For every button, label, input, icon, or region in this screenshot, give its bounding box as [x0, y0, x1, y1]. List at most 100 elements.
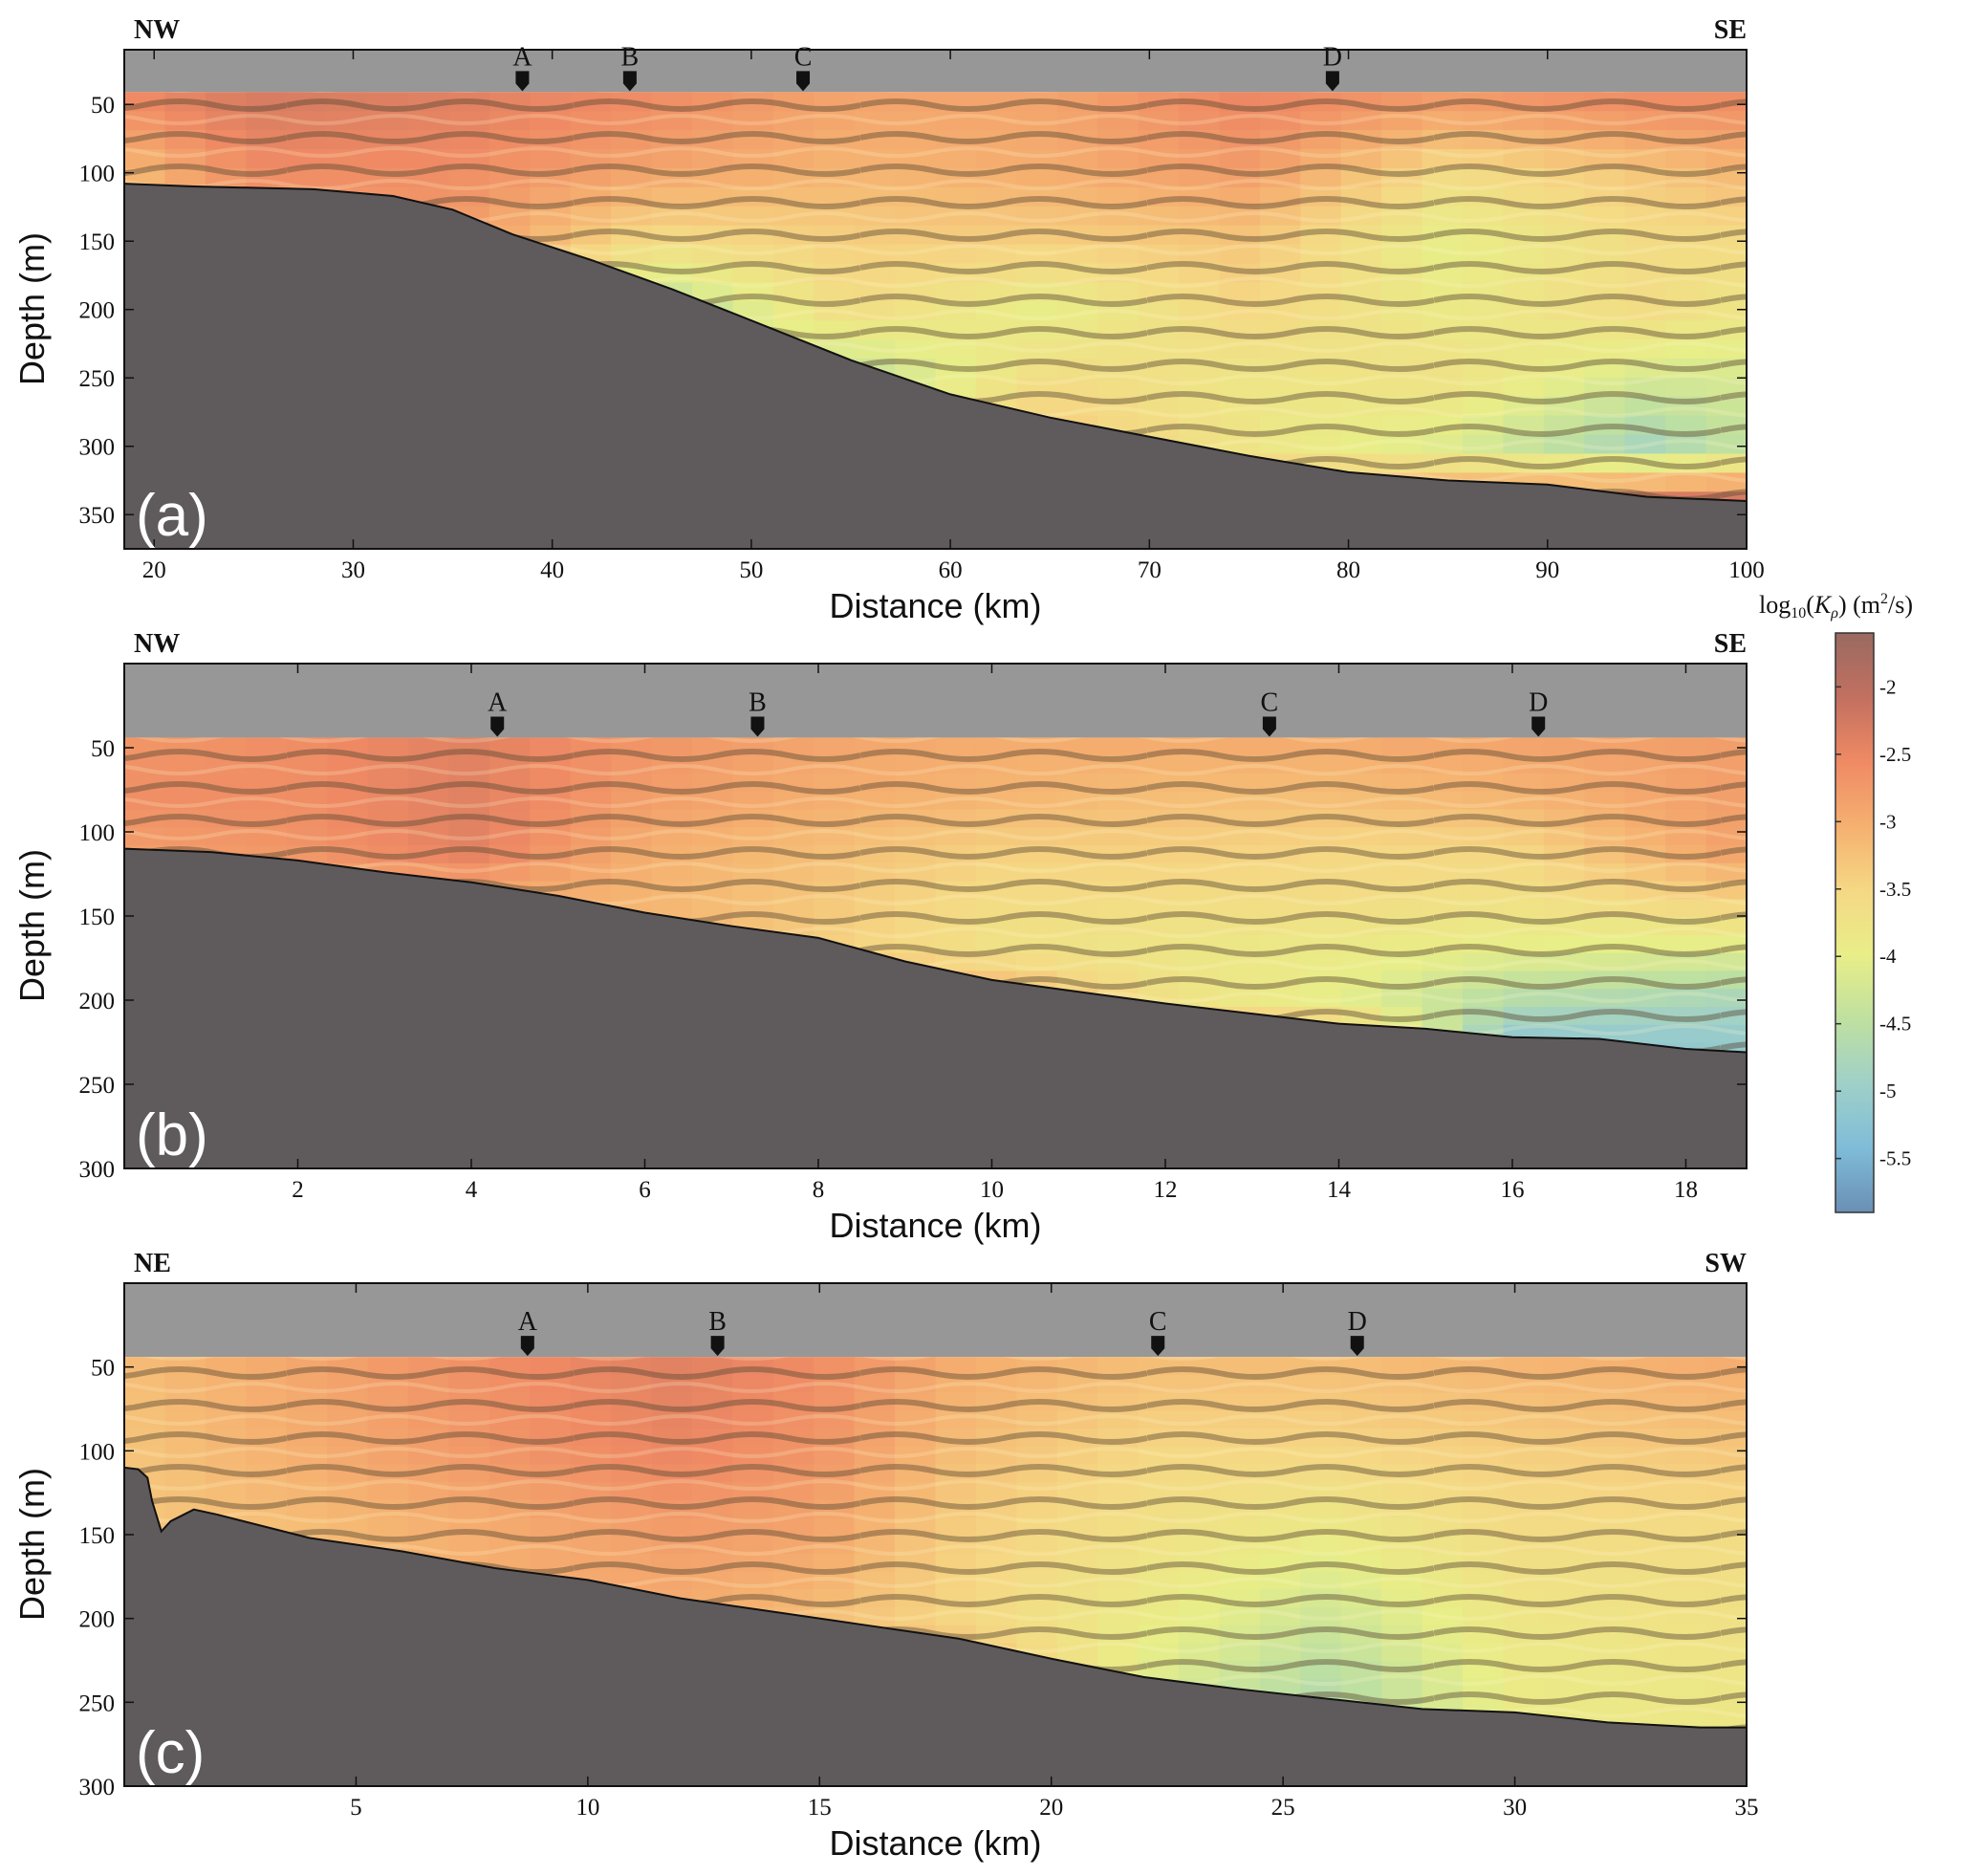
colorbar-tick-label: -4	[1879, 945, 1897, 968]
marker-label: A	[488, 687, 508, 717]
panel-label: (a)	[136, 483, 208, 549]
marker-a: A	[488, 687, 508, 737]
plot-frame	[123, 49, 1748, 550]
y-tick-label: 350	[79, 503, 116, 529]
marker-arrow-icon	[520, 1336, 534, 1357]
x-tick-label: 70	[1138, 557, 1162, 583]
marker-c: C	[1261, 687, 1279, 737]
marker-arrow-icon	[750, 716, 765, 737]
marker-label: C	[794, 42, 813, 72]
x-tick-label: 4	[466, 1177, 478, 1203]
panel-label: (b)	[136, 1102, 208, 1168]
seabed-line	[124, 847, 1747, 1054]
colorbar-title-var: K	[1813, 591, 1833, 619]
x-tick-label: 2	[292, 1177, 304, 1203]
x-tick-label: 30	[341, 557, 365, 583]
x-tick-label: 18	[1674, 1177, 1698, 1203]
marker-label: B	[708, 1307, 727, 1337]
colorbar-tick-label: -3.5	[1879, 878, 1911, 901]
colorbar-tick-label: -5.5	[1879, 1147, 1911, 1170]
right-direction-label: SE	[1714, 15, 1747, 45]
x-tick-label: 14	[1327, 1177, 1352, 1203]
marker-d: D	[1529, 687, 1548, 737]
panel-label: (c)	[136, 1720, 205, 1786]
x-tick-label: 50	[739, 557, 763, 583]
y-tick-label: 250	[79, 1691, 116, 1716]
marker-label: D	[1529, 687, 1548, 717]
marker-c: C	[1149, 1307, 1167, 1357]
y-axis-title: Depth (m)	[12, 1468, 52, 1621]
marker-d: D	[1348, 1307, 1367, 1357]
marker-label: C	[1149, 1307, 1167, 1337]
seabed	[124, 848, 1747, 1168]
marker-arrow-icon	[1350, 1336, 1364, 1357]
left-direction-label: NW	[134, 629, 180, 659]
y-axis-title: Depth (m)	[12, 232, 52, 385]
y-tick-label: 50	[91, 736, 115, 762]
right-direction-label: SW	[1705, 1249, 1747, 1278]
colorbar-title: log10(Kρ) (m2/s)	[1759, 591, 1913, 622]
y-tick-label: 100	[79, 162, 116, 187]
x-tick-label: 35	[1735, 1795, 1759, 1821]
colorbar-title-units-sup: 2	[1880, 591, 1888, 607]
marker-arrow-icon	[796, 71, 811, 92]
panel-c: 5 10 15 20 25 30 35 50 100 150 200 250 300 Distance (…	[12, 1249, 1759, 1863]
y-tick-label: 100	[79, 820, 116, 846]
marker-label: B	[621, 42, 640, 72]
colorbar-tick-label: -4.5	[1879, 1013, 1911, 1036]
seabed	[124, 1467, 1747, 1786]
marker-a: A	[518, 1307, 538, 1357]
marker-arrow-icon	[1325, 71, 1339, 92]
marker-c: C	[794, 42, 813, 92]
marker-b: B	[749, 687, 767, 737]
colorbar-tick-label: -2	[1879, 675, 1897, 698]
marker-d: D	[1323, 42, 1342, 92]
marker-label: D	[1323, 42, 1342, 72]
colorbar-title-log-sub: 10	[1791, 605, 1806, 622]
marker-arrow-icon	[622, 71, 637, 92]
x-tick-label: 60	[939, 557, 963, 583]
colorbar-title-units-end: /s)	[1888, 591, 1913, 619]
colorbar-title-var-sub: ρ	[1830, 605, 1838, 622]
x-tick-label: 8	[813, 1177, 825, 1203]
panel-b: 2 4 6 8 10 12 14 16 18 50 100 150 200 250 300 Distance …	[12, 629, 1748, 1245]
colorbar-title-log: log	[1759, 591, 1791, 619]
marker-label: C	[1261, 687, 1279, 717]
seabed-line	[124, 1466, 1747, 1729]
y-tick-label: 150	[79, 1523, 116, 1549]
y-tick-label: 50	[91, 1356, 115, 1382]
y-tick-label: 300	[79, 1775, 116, 1800]
y-tick-label: 250	[79, 366, 116, 392]
panel-a: 20 30 40 50 60 70 80 90 100 50 100 150 200 250 300 350 D…	[12, 15, 1765, 625]
marker-arrow-icon	[1151, 1336, 1165, 1357]
x-tick-label: 15	[808, 1795, 832, 1821]
seabed	[124, 184, 1747, 549]
colorbar-title-paren-open: (	[1806, 591, 1814, 619]
x-tick-label: 20	[142, 557, 166, 583]
colorbar-tick-label: -5	[1879, 1080, 1897, 1102]
x-tick-label: 10	[980, 1177, 1004, 1203]
sea-gap	[124, 1283, 1747, 1358]
marker-a: A	[512, 42, 532, 92]
colorbar-ticks: -2 -2.5 -3 -3.5 -4 -4.5 -5 -5.5	[1835, 675, 1911, 1170]
marker-label: B	[749, 687, 767, 717]
marker-label: A	[518, 1307, 538, 1337]
y-axis-title: Depth (m)	[12, 849, 52, 1002]
x-tick-label: 80	[1336, 557, 1360, 583]
right-direction-label: SE	[1714, 629, 1747, 659]
colorbar-gradient	[1835, 632, 1875, 1213]
x-axis-title: Distance (km)	[829, 586, 1041, 625]
x-tick-label: 6	[639, 1177, 651, 1203]
y-tick-label: 300	[79, 435, 116, 461]
marker-arrow-icon	[515, 71, 530, 92]
left-direction-label: NW	[134, 15, 180, 45]
y-tick-label: 100	[79, 1439, 116, 1465]
left-direction-label: NE	[134, 1249, 171, 1278]
panels: 20 30 40 50 60 70 80 90 10050100150200250300350D…	[12, 15, 1765, 1863]
seabed-line	[124, 183, 1747, 502]
x-tick-label: 20	[1039, 1795, 1063, 1821]
x-tick-label: 12	[1153, 1177, 1177, 1203]
colorbar-tick-label: -2.5	[1879, 743, 1911, 766]
x-axis-title: Distance (km)	[829, 1823, 1041, 1863]
y-tick-label: 50	[91, 93, 115, 119]
